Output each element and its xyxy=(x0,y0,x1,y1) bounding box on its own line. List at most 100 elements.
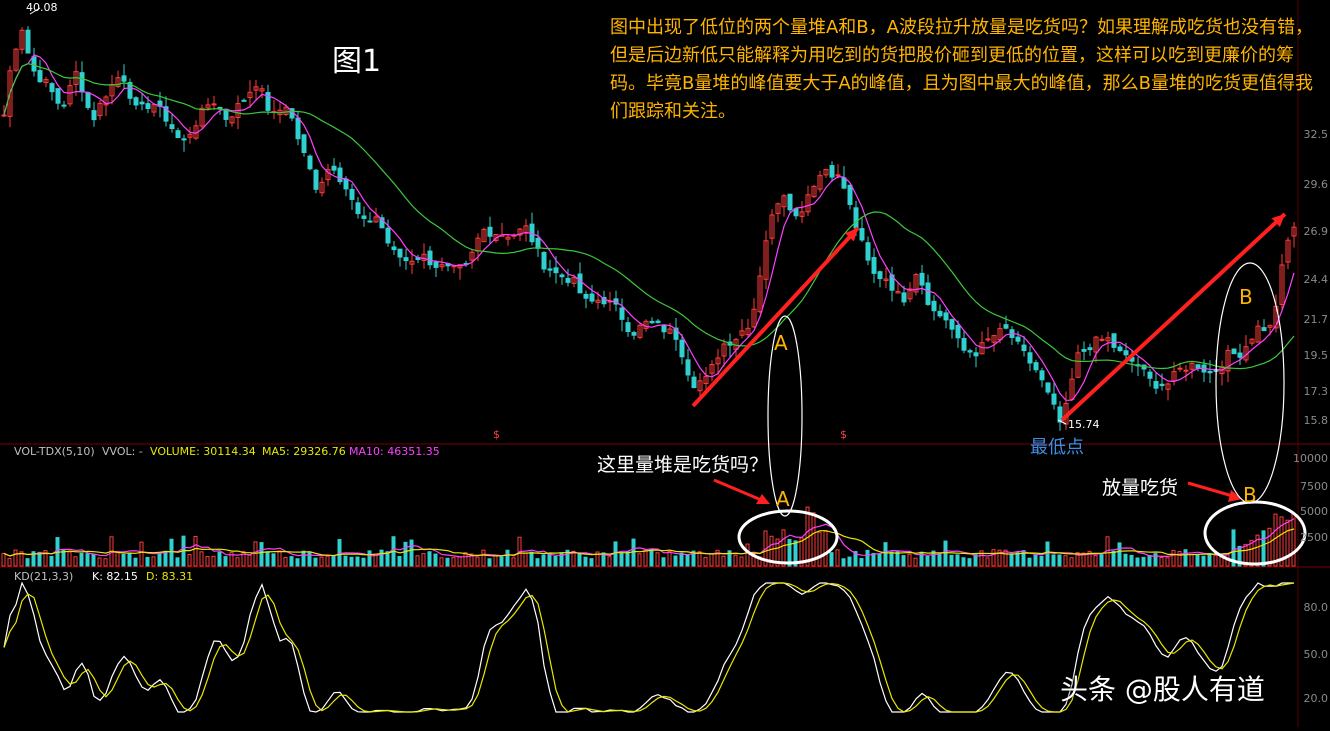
price-tick: 21.7 xyxy=(1303,313,1329,326)
label-a-volume: A xyxy=(776,487,790,511)
candle-body xyxy=(1117,346,1123,352)
candle-body xyxy=(685,359,691,376)
volume-bar xyxy=(253,541,258,567)
candle-body xyxy=(337,167,343,183)
candle-body xyxy=(1249,338,1255,344)
volume-bar xyxy=(991,549,996,567)
volume-bar xyxy=(319,556,324,567)
candle-body xyxy=(457,264,463,269)
volume-bar xyxy=(439,557,444,567)
candle-body xyxy=(169,124,175,130)
volume-bar xyxy=(901,555,906,567)
volume-bar xyxy=(277,550,282,567)
volume-bar xyxy=(457,556,462,567)
volume-bar xyxy=(835,549,840,567)
volume-bar xyxy=(967,558,972,567)
candle-body xyxy=(295,117,301,140)
volume-bar xyxy=(817,531,822,567)
candle-body xyxy=(751,308,757,328)
volume-bar xyxy=(979,550,984,567)
pointer-arrow-a xyxy=(713,478,767,504)
candle-body xyxy=(487,226,493,237)
volume-bar xyxy=(1141,556,1146,567)
candle-body xyxy=(97,102,103,117)
volume-bar xyxy=(1087,550,1092,567)
volume-bar xyxy=(601,552,606,567)
volume-tick: 10000 xyxy=(1293,452,1328,465)
marker-2: $ xyxy=(840,428,847,441)
volume-bar xyxy=(241,551,246,567)
figure-title: 图1 xyxy=(332,44,382,79)
volume-bar xyxy=(553,556,558,567)
volume-bar xyxy=(793,540,798,567)
candle-body xyxy=(469,251,475,261)
volume-bar xyxy=(409,539,414,567)
volume-bar xyxy=(1057,554,1062,567)
volume-bar xyxy=(265,551,270,567)
candle-body xyxy=(877,271,883,280)
watermark: 头条 @股人有道 xyxy=(1060,673,1265,706)
volume-bar xyxy=(379,549,384,567)
volume-bar xyxy=(349,556,354,567)
volume-bar xyxy=(481,549,486,567)
volume-bar xyxy=(37,551,42,567)
candle-body xyxy=(1177,367,1183,370)
volume-bar xyxy=(637,553,642,567)
volume-bar xyxy=(1201,555,1206,567)
candle-body xyxy=(919,272,925,286)
high-price-label: 40.08 xyxy=(26,1,58,14)
low-marker-line xyxy=(1057,419,1067,425)
volume-bar xyxy=(913,557,918,567)
candle-body xyxy=(409,260,415,265)
volume-bar xyxy=(1147,555,1152,567)
volume-bar xyxy=(1231,529,1236,567)
volume-bar xyxy=(583,556,588,567)
volume-bar xyxy=(1237,545,1242,567)
candle-body xyxy=(133,97,139,106)
volume-bar xyxy=(1021,550,1026,567)
candle-body xyxy=(829,165,835,178)
volume-bar xyxy=(949,554,954,567)
volume-bar xyxy=(1123,553,1128,567)
volume-bar xyxy=(739,556,744,567)
candle-body xyxy=(1057,406,1063,423)
candle-body xyxy=(649,320,655,324)
candle-body xyxy=(319,181,325,194)
candle-body xyxy=(805,194,811,213)
candle-body xyxy=(565,277,571,283)
volume-bar xyxy=(427,551,432,567)
volume-bar xyxy=(229,552,234,567)
volume-bar xyxy=(247,554,252,567)
volume-bar xyxy=(271,553,276,567)
volume-bar xyxy=(1015,552,1020,567)
candle-body xyxy=(811,185,817,198)
volume-ma10-line xyxy=(3,528,1295,557)
candle-body xyxy=(19,29,25,50)
candle-body xyxy=(1033,362,1039,371)
candle-body xyxy=(253,86,259,91)
volume-bar xyxy=(589,558,594,567)
volume-bar xyxy=(811,512,816,567)
volume-bar xyxy=(1279,516,1284,567)
candle-body xyxy=(85,92,91,108)
volume-bar xyxy=(703,557,708,567)
candle-body xyxy=(703,375,709,384)
volume-bar xyxy=(895,551,900,567)
kd-tick: 80.0 xyxy=(1303,601,1329,614)
price-tick: 32.5 xyxy=(1303,128,1329,141)
volume-bar xyxy=(1045,541,1050,567)
candle-body xyxy=(439,264,445,268)
volume-bar xyxy=(865,549,870,567)
volume-bar xyxy=(1267,527,1272,567)
vol-title: VOL-TDX(5,10) xyxy=(14,445,95,458)
volume-bar xyxy=(235,557,240,567)
candle-body xyxy=(397,248,403,258)
candle-body xyxy=(1099,338,1105,341)
volume-bar xyxy=(295,558,300,567)
volume-bar xyxy=(7,558,12,567)
candle-body xyxy=(757,275,763,313)
candle-body xyxy=(595,299,601,303)
candle-body xyxy=(49,83,55,93)
volume-bar xyxy=(199,551,204,567)
candle-body xyxy=(841,177,847,189)
